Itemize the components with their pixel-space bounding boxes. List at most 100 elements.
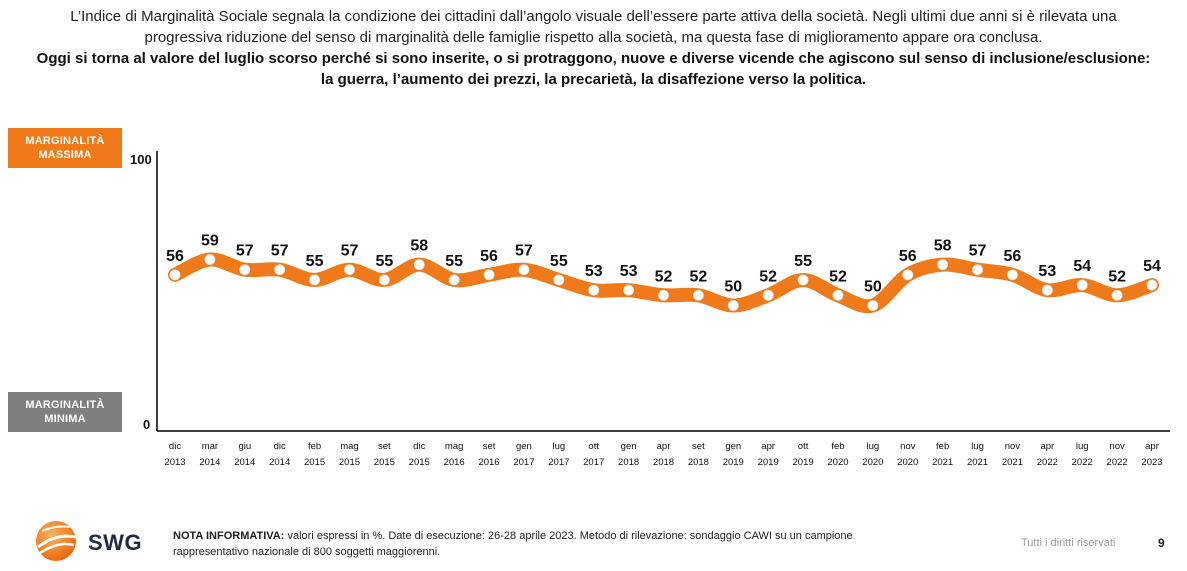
x-tick-label-month: feb: [936, 441, 949, 452]
marginality-min-box: MARGINALITÀ MINIMA: [8, 392, 122, 432]
data-point: [658, 289, 669, 301]
x-tick-label-month: lug: [971, 441, 984, 452]
x-tick-label-year: 2017: [513, 457, 534, 468]
data-label: 55: [375, 253, 393, 270]
x-tick-label-month: dic: [169, 441, 181, 452]
data-point: [832, 289, 844, 301]
data-label: 54: [1143, 258, 1161, 275]
x-tick-label-month: lug: [552, 441, 565, 452]
x-tick-label-year: 2018: [618, 457, 639, 468]
x-tick-label-month: apr: [657, 441, 671, 452]
x-tick-label-month: lug: [867, 441, 880, 452]
data-point: [169, 269, 181, 281]
x-tick-label-month: feb: [308, 441, 321, 452]
x-tick-label-month: mag: [340, 441, 358, 452]
data-point: [518, 264, 530, 276]
data-point: [902, 269, 914, 281]
footer-note-text: valori espressi in %. Date di esecuzione…: [284, 530, 853, 542]
y-tick-100: 100: [130, 152, 152, 167]
x-tick-label-year: 2019: [723, 457, 744, 468]
data-point: [413, 259, 425, 271]
data-label: 55: [550, 253, 568, 270]
data-label: 58: [934, 238, 952, 255]
x-tick-label-month: apr: [1040, 441, 1054, 452]
data-label: 55: [445, 253, 463, 270]
rights-text: Tutti i diritti riservati: [1021, 537, 1116, 549]
data-label: 57: [341, 243, 359, 260]
footer-note-label: NOTA INFORMATIVA:: [173, 530, 285, 542]
data-point: [727, 300, 739, 311]
data-point: [797, 274, 809, 286]
swg-logo-icon: [36, 521, 77, 561]
x-tick-label-month: mar: [202, 441, 218, 452]
data-point: [239, 264, 251, 276]
data-label: 52: [1108, 268, 1126, 285]
x-tick-label-year: 2014: [199, 457, 220, 468]
marginality-max-label-1: MARGINALITÀ: [25, 135, 105, 147]
x-tick-label-year: 2018: [688, 457, 709, 468]
data-label: 52: [655, 268, 673, 285]
data-point: [309, 274, 320, 286]
x-tick-label-year: 2020: [862, 457, 883, 468]
x-tick-label-month: dic: [413, 441, 425, 452]
x-tick-label-year: 2016: [444, 457, 465, 468]
data-label: 57: [515, 243, 533, 260]
data-point: [448, 274, 460, 286]
x-tick-label-year: 2013: [164, 457, 185, 468]
x-tick-label-month: mag: [445, 441, 463, 452]
x-tick-label-year: 2022: [1107, 457, 1128, 468]
x-tick-label-year: 2019: [793, 457, 814, 468]
x-tick-label-month: feb: [831, 441, 844, 452]
data-point: [1111, 289, 1123, 301]
x-tick-label-month: gen: [725, 441, 741, 452]
data-label: 53: [585, 263, 603, 280]
intro-line-2: progressiva riduzione del senso di margi…: [144, 29, 1043, 46]
x-tick-label-month: apr: [761, 441, 775, 452]
x-tick-label-month: gen: [516, 441, 532, 452]
x-tick-label-year: 2014: [269, 457, 290, 468]
data-label: 55: [306, 253, 324, 270]
x-tick-label-month: dic: [274, 441, 286, 452]
intro-text: L’Indice di Marginalità Sociale segnala …: [0, 6, 1187, 90]
data-point: [972, 264, 983, 276]
data-point: [762, 289, 774, 301]
x-tick-label-year: 2015: [339, 457, 360, 468]
x-tick-label-year: 2021: [932, 457, 953, 468]
data-point: [483, 269, 495, 281]
footer-note-text-2: rappresentativo nazionale di 800 soggett…: [173, 546, 441, 558]
data-label: 58: [410, 238, 428, 255]
marginality-max-box: MARGINALITÀ MASSIMA: [8, 128, 122, 168]
data-label: 54: [1073, 258, 1091, 275]
data-point: [623, 284, 635, 296]
x-tick-label-month: nov: [1005, 441, 1021, 452]
data-label: 56: [480, 248, 498, 265]
data-point: [1146, 279, 1158, 291]
data-label: 50: [864, 279, 882, 296]
data-label: 52: [689, 268, 707, 285]
marginality-max-label-2: MASSIMA: [38, 149, 92, 161]
x-tick-label-year: 2015: [374, 457, 395, 468]
data-point: [204, 254, 216, 265]
x-tick-label-year: 2022: [1072, 457, 1093, 468]
x-tick-label-year: 2014: [234, 457, 255, 468]
page-number: 9: [1158, 536, 1165, 550]
x-tick-label-month: set: [378, 441, 391, 452]
x-tick-label-year: 2020: [827, 457, 848, 468]
x-tick-label-month: set: [692, 441, 705, 452]
footer-note: NOTA INFORMATIVA: valori espressi in %. …: [173, 528, 933, 560]
x-tick-label-year: 2017: [583, 457, 604, 468]
data-point: [588, 284, 600, 296]
data-point: [378, 274, 390, 286]
data-label: 59: [201, 233, 219, 250]
marginality-min-label-1: MARGINALITÀ: [25, 399, 105, 411]
x-tick-label-month: ott: [798, 441, 809, 452]
data-label: 56: [1004, 248, 1022, 265]
x-tick-label-month: ott: [588, 441, 599, 452]
data-label: 50: [724, 279, 742, 296]
x-tick-label-month: giu: [238, 441, 251, 452]
x-tick-label-year: 2020: [897, 457, 918, 468]
data-point: [937, 259, 949, 271]
data-label: 56: [166, 248, 184, 265]
x-tick-label-month: nov: [1109, 441, 1125, 452]
